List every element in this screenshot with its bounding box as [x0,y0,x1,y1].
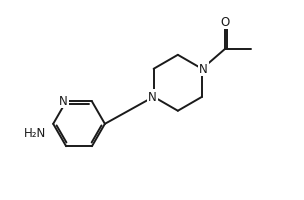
Text: N: N [199,63,208,76]
Text: N: N [148,91,157,104]
Text: O: O [221,16,230,29]
Text: N: N [59,95,68,108]
Text: H₂N: H₂N [24,126,47,139]
